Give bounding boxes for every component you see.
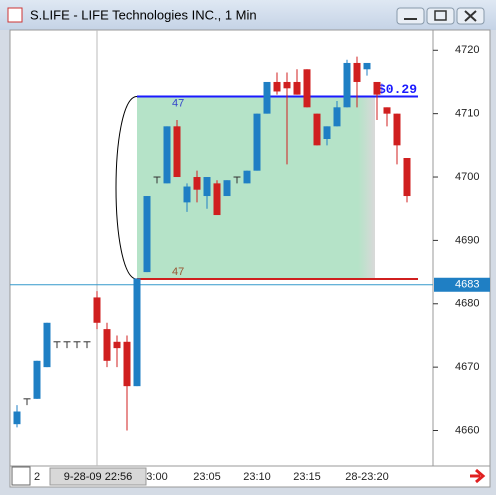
close-glyph: [464, 10, 477, 22]
candle-body: [173, 126, 181, 178]
y-tick-label: 4680: [455, 298, 479, 310]
candle-body: [243, 170, 251, 184]
minimize-button[interactable]: [396, 7, 425, 25]
candle-body: [133, 278, 141, 387]
x-tick-label: 23:15: [293, 471, 321, 483]
maximize-glyph: [434, 10, 447, 21]
candle-body: [383, 107, 391, 114]
measure-text: $0.29: [378, 82, 417, 97]
maximize-button[interactable]: [426, 7, 455, 25]
window-title: S.LIFE - LIFE Technologies INC., 1 Min: [30, 7, 257, 22]
last-price-box: [434, 277, 490, 292]
candle-body: [43, 322, 51, 368]
scroll-arrow[interactable]: [470, 468, 486, 484]
candle-body: [263, 81, 271, 114]
candle-body: [353, 62, 361, 82]
candle-body: [393, 113, 401, 146]
candle-body: [273, 81, 281, 92]
candle-body: [213, 183, 221, 216]
candle-body: [363, 62, 371, 70]
last-price-label: 4683: [455, 279, 479, 291]
x-tick-label: 3:00: [146, 471, 167, 483]
x-tick-label: 23:05: [193, 471, 221, 483]
candle-body: [223, 180, 231, 197]
candle-body: [163, 126, 171, 184]
candle-body: [313, 113, 321, 146]
measure-bottom-label: 47: [172, 266, 184, 278]
candle-body: [333, 107, 341, 127]
candle-body: [143, 196, 151, 273]
candle-body: [33, 360, 41, 399]
x-tick-label: 23:10: [243, 471, 271, 483]
x-tick-label: 28-23:20: [345, 471, 388, 483]
candle-body: [103, 329, 111, 361]
candle-body: [123, 341, 131, 387]
candle-body: [343, 62, 351, 108]
corner-button[interactable]: [11, 466, 31, 486]
candle-body: [403, 158, 411, 197]
y-tick-label: 4660: [455, 424, 479, 436]
candle-body: [253, 113, 261, 171]
candle-body: [93, 297, 101, 323]
price-axis: [432, 29, 491, 467]
candle-body: [323, 126, 331, 139]
cursor-label-box: [49, 467, 147, 486]
candle-body: [13, 411, 21, 425]
candle-body: [303, 69, 311, 108]
y-tick-label: 4700: [455, 171, 479, 183]
candle-body: [283, 81, 291, 89]
candle-body: [193, 177, 201, 190]
measure-bracket: [115, 96, 138, 280]
candle-body: [373, 81, 381, 95]
x-tick-label: 2: [34, 471, 40, 483]
chart-layer: 47 47 $0.29 4660 4670 4680 4690 4700 4710 4720 468…: [10, 44, 490, 486]
cursor-label: 9-28-09 22:56: [64, 471, 133, 483]
app-icon: [7, 7, 23, 23]
y-tick-label: 4710: [455, 108, 479, 120]
y-tick-label: 4690: [455, 234, 479, 246]
y-tick-label: 4720: [455, 44, 479, 56]
measure-top-label: 47: [172, 97, 184, 109]
candle-body: [293, 81, 301, 95]
y-tick-label: 4670: [455, 361, 479, 373]
candle-body: [113, 341, 121, 349]
candle-body: [203, 177, 211, 197]
candle-body: [183, 186, 191, 203]
